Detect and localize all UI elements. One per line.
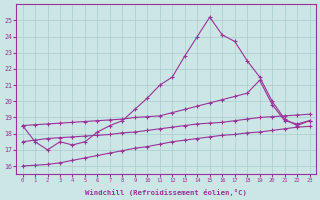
- X-axis label: Windchill (Refroidissement éolien,°C): Windchill (Refroidissement éolien,°C): [85, 189, 247, 196]
